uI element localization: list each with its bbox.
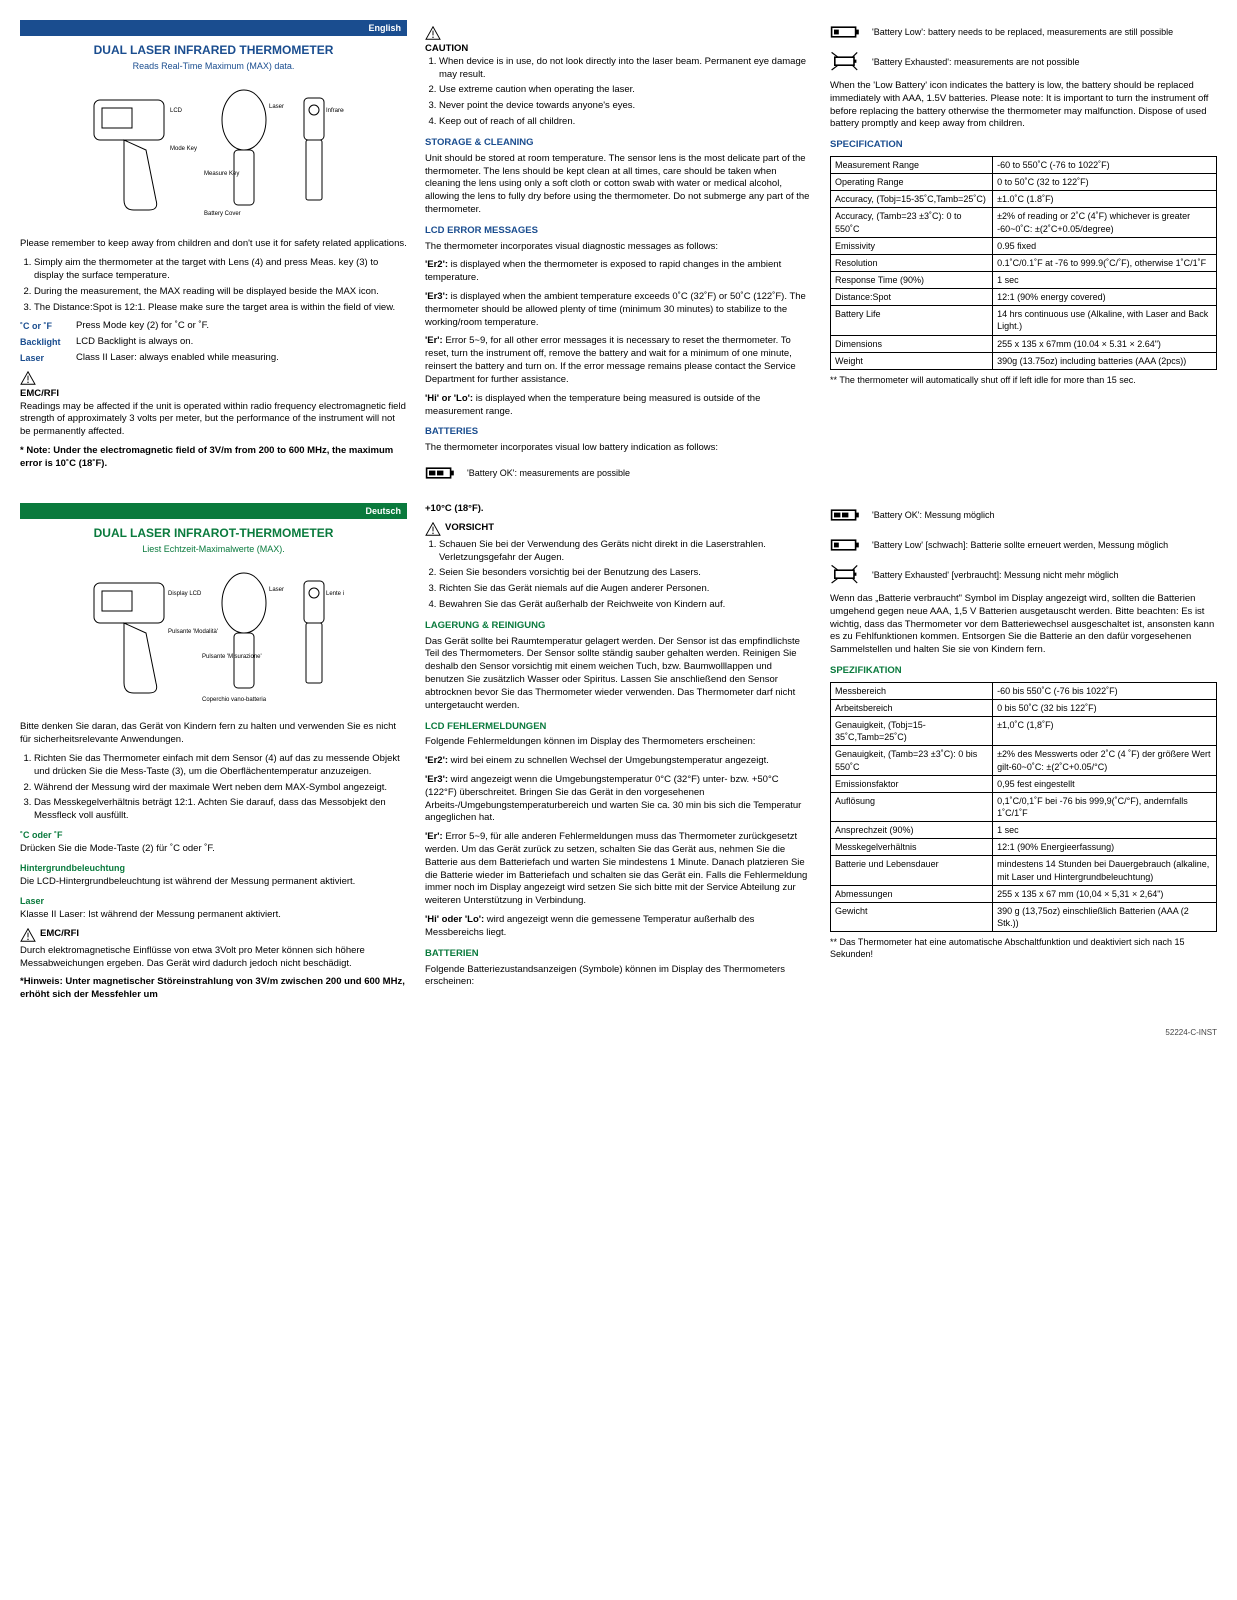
svg-text:Battery Cover: Battery Cover: [204, 211, 241, 217]
col-en-1: English DUAL LASER INFRARED THERMOMETER …: [20, 20, 407, 491]
warning-icon: [20, 371, 36, 385]
subtitle-en: Reads Real-Time Maximum (MAX) data.: [20, 60, 407, 72]
spec-table-en: Measurement Range-60 to 550˚C (-76 to 10…: [830, 156, 1217, 370]
svg-text:Pulsante 'Misurazione': Pulsante 'Misurazione': [202, 654, 262, 660]
english-section: English DUAL LASER INFRARED THERMOMETER …: [20, 20, 1217, 491]
footer-code: 52224-C-INST: [20, 1028, 1217, 1039]
lang-label-en: English: [362, 20, 407, 36]
err-p: 'Er3': is displayed when the ambient tem…: [425, 291, 812, 329]
subtitle-de: Liest Echtzeit-Maximalwerte (MAX).: [20, 543, 407, 555]
warning-icon: [425, 522, 441, 536]
svg-text:Laser: Laser: [269, 104, 284, 110]
lang-tag-en: English: [20, 20, 407, 36]
emc-warn-en: [20, 371, 407, 385]
svg-text:Coperchio vano-batteria: Coperchio vano-batteria: [202, 697, 267, 703]
col-de-2: +10°C (18°F). VORSICHT Schauen Sie bei d…: [425, 503, 812, 1008]
col-en-3: 'Battery Low': battery needs to be repla…: [830, 20, 1217, 491]
spec-table-de: Messbereich-60 bis 550˚C (-76 bis 1022˚F…: [830, 682, 1217, 932]
title-en: DUAL LASER INFRARED THERMOMETER: [20, 42, 407, 58]
svg-text:Measure Key: Measure Key: [204, 171, 239, 177]
svg-text:LCD: LCD: [170, 108, 183, 114]
svg-text:Mode Key: Mode Key: [170, 146, 197, 152]
battery-ok-icon: [425, 461, 457, 485]
title-de: DUAL LASER INFRAROT-THERMOMETER: [20, 525, 407, 541]
svg-text:Infrared Lens: Infrared Lens: [326, 108, 344, 114]
col-en-2: CAUTION When device is in use, do not lo…: [425, 20, 812, 491]
svg-text:Pulsante 'Modalità': Pulsante 'Modalità': [168, 629, 218, 635]
battery-low-icon: [830, 533, 862, 557]
err-p: 'Hi' or 'Lo': is displayed when the temp…: [425, 393, 812, 419]
battery-exhausted-icon: [830, 50, 862, 74]
german-section: Deutsch DUAL LASER INFRAROT-THERMOMETER …: [20, 503, 1217, 1008]
steps-en: Simply aim the thermometer at the target…: [34, 257, 407, 314]
svg-text:Laser: Laser: [269, 587, 284, 593]
warning-icon: [20, 928, 36, 942]
col-de-1: Deutsch DUAL LASER INFRAROT-THERMOMETER …: [20, 503, 407, 1008]
lang-label-de: Deutsch: [359, 503, 407, 519]
svg-text:Lente infrarosso: Lente infrarosso: [326, 591, 344, 597]
battery-exhausted-icon: [830, 563, 862, 587]
product-diagram-de: Display LCD Pulsante 'Modalità' Pulsante…: [84, 563, 344, 713]
product-diagram-en: LCD Mode Key Measure Key Battery Cover L…: [84, 80, 344, 230]
col-de-3: 'Battery OK': Messung möglich 'Battery L…: [830, 503, 1217, 1008]
battery-ok-icon: [830, 503, 862, 527]
err-p: 'Er2': is displayed when the thermometer…: [425, 259, 812, 285]
lang-tag-de: Deutsch: [20, 503, 407, 519]
battery-low-icon: [830, 20, 862, 44]
warning-icon: [425, 26, 441, 40]
err-p: 'Er': Error 5~9, for all other error mes…: [425, 335, 812, 386]
svg-text:Display LCD: Display LCD: [168, 591, 202, 597]
intro-en: Please remember to keep away from childr…: [20, 238, 407, 251]
